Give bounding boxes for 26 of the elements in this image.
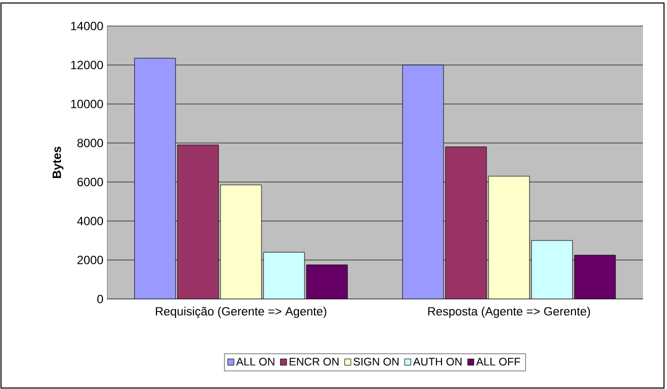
y-tick-label: 6000: [77, 178, 104, 186]
y-tick-label: 14000: [71, 22, 104, 30]
y-axis-title: Bytes: [52, 146, 64, 178]
bar: [306, 264, 348, 299]
bar: [263, 252, 305, 299]
bar: [445, 146, 487, 299]
bar: [402, 64, 444, 299]
y-tick-label: 8000: [77, 138, 104, 148]
bar: [220, 184, 262, 299]
bar: [134, 58, 176, 299]
legend-label: ALL OFF: [476, 358, 520, 366]
legend-label: AUTH ON: [413, 358, 462, 366]
bar: [488, 176, 530, 299]
bar: [574, 254, 616, 299]
y-tick-label: 2000: [77, 256, 104, 264]
y-tick-label: 12000: [71, 60, 104, 70]
bar: [531, 240, 573, 299]
legend-label: ALL ON: [236, 358, 274, 366]
x-tick-label: Requisição (Gerente => Agente): [156, 306, 326, 318]
y-tick-label: 4000: [77, 216, 104, 226]
x-tick-label: Resposta (Agente => Gerente): [428, 306, 590, 318]
y-tick-label: 0: [97, 294, 104, 304]
y-tick-label: 10000: [71, 100, 104, 108]
legend-label: SIGN ON: [354, 358, 398, 366]
legend-label: ENCR ON: [290, 358, 338, 366]
bar: [177, 144, 219, 299]
